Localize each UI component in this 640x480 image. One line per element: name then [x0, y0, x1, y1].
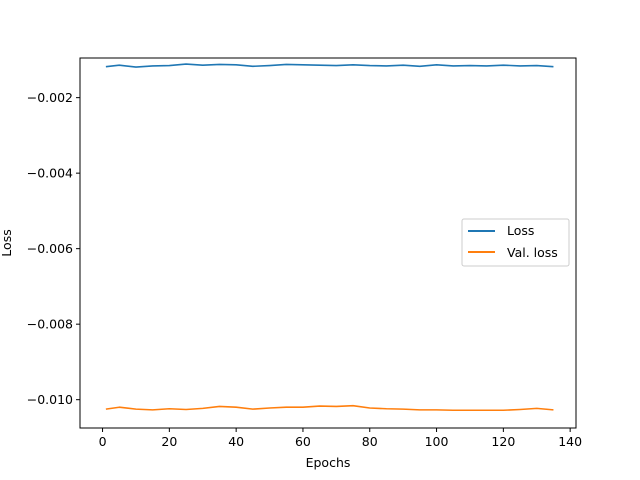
series-line-loss [105, 63, 554, 68]
legend-label-loss: Loss [507, 223, 534, 238]
y-tick-label: −0.008 [27, 317, 73, 332]
x-axis-label: Epochs [306, 455, 351, 470]
plot-frame [79, 57, 577, 429]
x-tick-label: 140 [558, 434, 582, 449]
y-axis-ticks: −0.002 −0.004 −0.006 −0.008 −0.010 [27, 90, 80, 407]
y-tick-label: −0.004 [27, 166, 73, 181]
x-tick-label: 60 [295, 434, 311, 449]
x-tick-label: 40 [228, 434, 244, 449]
y-tick-label: −0.010 [27, 392, 73, 407]
x-tick-label: 80 [362, 434, 378, 449]
x-tick-label: 120 [491, 434, 515, 449]
y-tick-label: −0.002 [27, 90, 73, 105]
x-axis-ticks: 0 20 40 60 80 100 120 140 [99, 428, 582, 449]
x-tick-label: 100 [425, 434, 449, 449]
series-line-val-loss [105, 404, 554, 412]
series-layer [105, 63, 554, 412]
y-tick-label: −0.006 [27, 241, 73, 256]
x-tick-label: 0 [99, 434, 107, 449]
x-tick-label: 20 [161, 434, 177, 449]
legend-label-val-loss: Val. loss [507, 245, 558, 260]
y-axis-label: Loss [0, 229, 14, 256]
legend: Loss Val. loss [461, 218, 570, 267]
